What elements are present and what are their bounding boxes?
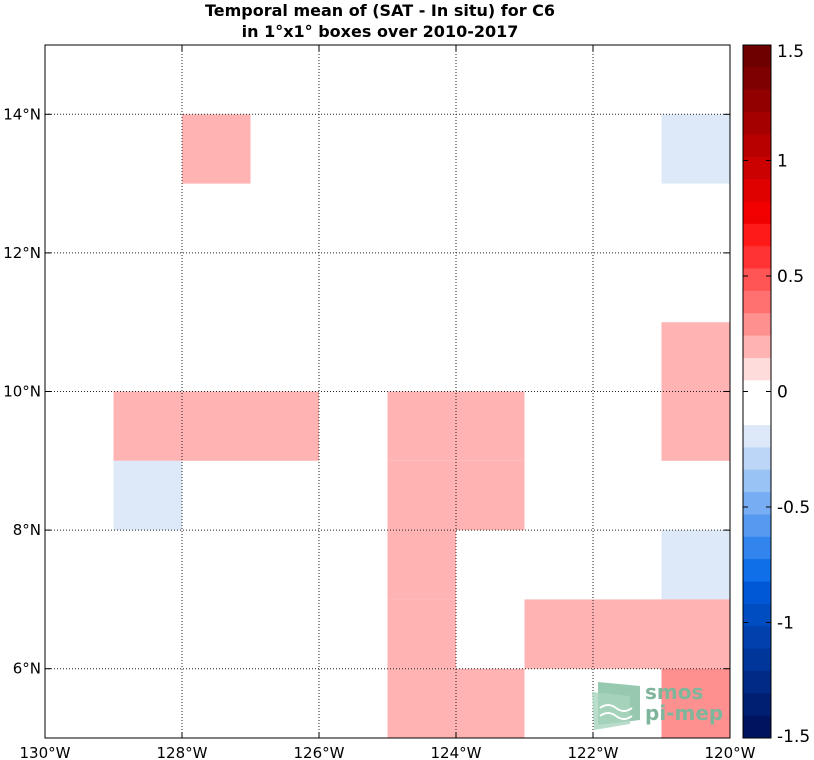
colorbar-segment-18 xyxy=(743,447,771,471)
chart-title-line-1: Temporal mean of (SAT - In situ) for C6 xyxy=(204,1,556,20)
data-cell-3 xyxy=(661,391,730,461)
y-tick-label-0: 6°N xyxy=(13,660,41,678)
data-cell-7 xyxy=(387,391,456,461)
data-cell-19 xyxy=(661,599,730,669)
data-cell-10 xyxy=(387,460,456,531)
data-cell-14 xyxy=(387,668,456,738)
y-tick-label-2: 10°N xyxy=(3,383,41,401)
colorbar-segment-6 xyxy=(743,179,771,202)
data-cell-11 xyxy=(456,460,525,531)
colorbar-segment-13 xyxy=(743,335,771,359)
colorbar-tick-label-0: 1.5 xyxy=(777,42,804,62)
data-cell-0 xyxy=(182,114,251,184)
data-cell-5 xyxy=(182,391,251,461)
colorbar-tick-label-5: -1 xyxy=(777,614,794,634)
colorbar-segment-23 xyxy=(743,559,771,583)
data-cell-4 xyxy=(113,391,182,461)
colorbar-tick-label-3: 0 xyxy=(777,383,788,403)
y-tick-label-1: 8°N xyxy=(13,521,41,539)
colorbar-segment-16 xyxy=(743,402,771,426)
data-cell-2 xyxy=(661,322,730,392)
data-cell-20 xyxy=(661,668,730,738)
colorbar-segment-3 xyxy=(743,112,771,135)
data-cell-15 xyxy=(456,668,525,738)
colorbar-segment-29 xyxy=(743,693,771,717)
data-cell-8 xyxy=(456,391,525,461)
data-cell-6 xyxy=(250,391,319,461)
colorbar-segment-26 xyxy=(743,626,771,650)
colorbar-segment-10 xyxy=(743,268,771,292)
smos-pi-mep-logo: smos pi-mep xyxy=(592,680,723,730)
colorbar-segment-15 xyxy=(743,380,771,404)
colorbar-segment-27 xyxy=(743,648,771,672)
data-cell-12 xyxy=(387,530,456,600)
colorbar-ticks: 1.5 1 0.5 0 -0.5 -1 -1.5 xyxy=(743,42,810,747)
colorbar-segment-8 xyxy=(743,223,771,247)
colorbar-segment-17 xyxy=(743,425,771,448)
colorbar-segment-14 xyxy=(743,357,771,381)
colorbar-tick-label-4: -0.5 xyxy=(777,498,810,518)
chart-title-line-2: in 1°x1° boxes over 2010-2017 xyxy=(241,22,519,41)
x-tick-label-1: 128°W xyxy=(157,744,208,760)
data-cell-18 xyxy=(593,599,662,669)
colorbar-tick-label-1: 1 xyxy=(777,152,788,172)
colorbar-segment-1 xyxy=(743,67,771,91)
colorbar xyxy=(743,45,771,739)
x-tick-label-4: 122°W xyxy=(568,744,619,760)
colorbar-segment-30 xyxy=(743,715,771,739)
logo-text-smos: smos xyxy=(645,680,703,704)
colorbar-segment-19 xyxy=(743,469,771,493)
colorbar-segment-7 xyxy=(743,201,771,225)
colorbar-segment-0 xyxy=(743,45,771,68)
x-axis: 130°W 128°W 126°W 124°W 122°W 120°W xyxy=(20,45,756,760)
colorbar-segment-12 xyxy=(743,313,771,337)
data-cell-16 xyxy=(661,530,730,600)
x-tick-label-5: 120°W xyxy=(705,744,756,760)
colorbar-segment-9 xyxy=(743,246,771,270)
data-cell-9 xyxy=(113,460,182,531)
data-cell-13 xyxy=(387,599,456,669)
colorbar-tick-label-2: 0.5 xyxy=(777,267,804,287)
y-axis: 6°N 8°N 10°N 12°N 14°N xyxy=(3,105,730,678)
grid-lines xyxy=(45,45,730,738)
colorbar-segment-20 xyxy=(743,492,771,515)
colorbar-segment-4 xyxy=(743,134,771,158)
colorbar-segment-5 xyxy=(743,156,771,180)
colorbar-segment-2 xyxy=(743,89,771,113)
colorbar-tick-label-6: -1.5 xyxy=(777,727,810,747)
colorbar-segment-25 xyxy=(743,603,771,627)
colorbar-segment-21 xyxy=(743,514,771,538)
colorbar-segment-11 xyxy=(743,290,771,314)
x-tick-label-2: 126°W xyxy=(294,744,345,760)
data-cell-17 xyxy=(524,599,593,669)
y-tick-label-4: 14°N xyxy=(3,105,41,123)
colorbar-segment-22 xyxy=(743,536,771,560)
data-cells xyxy=(113,114,730,738)
data-cell-1 xyxy=(661,114,730,184)
colorbar-segment-28 xyxy=(743,670,771,694)
y-tick-label-3: 12°N xyxy=(3,244,41,262)
logo-text-pimep: pi-mep xyxy=(645,701,723,725)
x-tick-label-3: 124°W xyxy=(431,744,482,760)
colorbar-segment-24 xyxy=(743,581,771,605)
x-tick-label-0: 130°W xyxy=(20,744,71,760)
